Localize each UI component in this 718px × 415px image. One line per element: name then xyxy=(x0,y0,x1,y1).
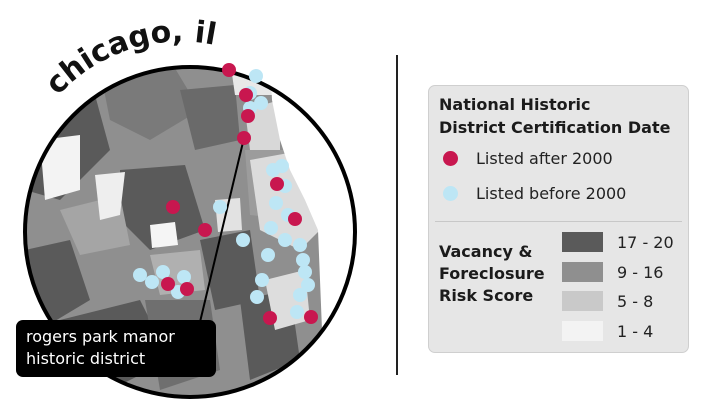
legend-separator xyxy=(435,221,682,222)
risk-class-row: 17 - 20 xyxy=(562,230,674,254)
district-marker-before-2000[interactable] xyxy=(254,96,268,110)
district-marker-after-2000[interactable] xyxy=(180,282,194,296)
district-marker-after-2000[interactable] xyxy=(161,277,175,291)
district-marker-before-2000[interactable] xyxy=(298,265,312,279)
district-marker-before-2000[interactable] xyxy=(301,278,315,292)
district-marker-before-2000[interactable] xyxy=(236,233,250,247)
risk-class-label: 17 - 20 xyxy=(617,232,674,252)
district-marker-after-2000[interactable] xyxy=(166,200,180,214)
district-marker-before-2000[interactable] xyxy=(261,248,275,262)
district-marker-before-2000[interactable] xyxy=(250,290,264,304)
district-marker-before-2000[interactable] xyxy=(278,233,292,247)
district-marker-before-2000[interactable] xyxy=(293,238,307,252)
risk-title-line-3: Risk Score xyxy=(439,286,534,305)
legend-before-label: Listed before 2000 xyxy=(476,183,627,203)
legend-item-after-2000: Listed after 2000 xyxy=(443,146,613,170)
district-marker-before-2000[interactable] xyxy=(264,221,278,235)
risk-title-line-1: Vacancy & xyxy=(439,242,533,261)
district-marker-before-2000[interactable] xyxy=(156,265,170,279)
district-marker-before-2000[interactable] xyxy=(133,268,147,282)
district-marker-after-2000[interactable] xyxy=(241,109,255,123)
district-marker-after-2000[interactable] xyxy=(198,223,212,237)
district-marker-after-2000[interactable] xyxy=(222,63,236,77)
risk-legend-title: Vacancy & Foreclosure Risk Score xyxy=(439,241,545,307)
district-marker-before-2000[interactable] xyxy=(177,270,191,284)
risk-class-row: 9 - 16 xyxy=(562,260,663,284)
callout-line-2: historic district xyxy=(26,349,146,368)
risk-swatch xyxy=(562,291,603,311)
risk-class-label: 1 - 4 xyxy=(617,321,654,341)
risk-swatch xyxy=(562,321,603,341)
district-marker-after-2000[interactable] xyxy=(263,311,277,325)
risk-swatch xyxy=(562,262,603,282)
district-marker-before-2000[interactable] xyxy=(269,196,283,210)
risk-class-label: 9 - 16 xyxy=(617,262,664,282)
district-marker-after-2000[interactable] xyxy=(304,310,318,324)
callout-leader-line xyxy=(199,137,245,323)
district-marker-before-2000[interactable] xyxy=(145,275,159,289)
red-dot-icon xyxy=(443,150,458,166)
district-marker-before-2000[interactable] xyxy=(249,69,263,83)
callout-rogers-park-manor: rogers park manor historic district xyxy=(16,320,216,377)
district-marker-before-2000[interactable] xyxy=(275,159,289,173)
risk-class-row: 5 - 8 xyxy=(562,289,653,313)
legend-after-label: Listed after 2000 xyxy=(476,148,613,168)
certification-legend-title: National Historic District Certification… xyxy=(439,93,670,139)
district-marker-before-2000[interactable] xyxy=(296,253,310,267)
certification-title-line-1: National Historic xyxy=(439,95,591,114)
legend-panel: National Historic District Certification… xyxy=(428,85,689,353)
vertical-divider xyxy=(396,55,398,375)
district-marker-after-2000[interactable] xyxy=(239,88,253,102)
district-marker-after-2000[interactable] xyxy=(288,212,302,226)
legend-item-before-2000: Listed before 2000 xyxy=(443,181,626,205)
district-marker-before-2000[interactable] xyxy=(290,305,304,319)
map-area xyxy=(25,67,355,397)
district-markers xyxy=(133,63,318,325)
risk-class-label: 5 - 8 xyxy=(617,291,654,311)
risk-class-row: 1 - 4 xyxy=(562,319,653,343)
district-marker-before-2000[interactable] xyxy=(293,288,307,302)
certification-title-line-2: District Certification Date xyxy=(439,118,671,137)
district-marker-before-2000[interactable] xyxy=(255,273,269,287)
district-marker-before-2000[interactable] xyxy=(213,200,227,214)
risk-swatch xyxy=(562,232,603,252)
risk-title-line-2: Foreclosure xyxy=(439,264,545,283)
district-marker-after-2000[interactable] xyxy=(237,131,251,145)
map-frame xyxy=(23,65,357,399)
light-blue-dot-icon xyxy=(443,185,458,201)
callout-line-1: rogers park manor xyxy=(26,327,175,346)
district-marker-after-2000[interactable] xyxy=(270,177,284,191)
